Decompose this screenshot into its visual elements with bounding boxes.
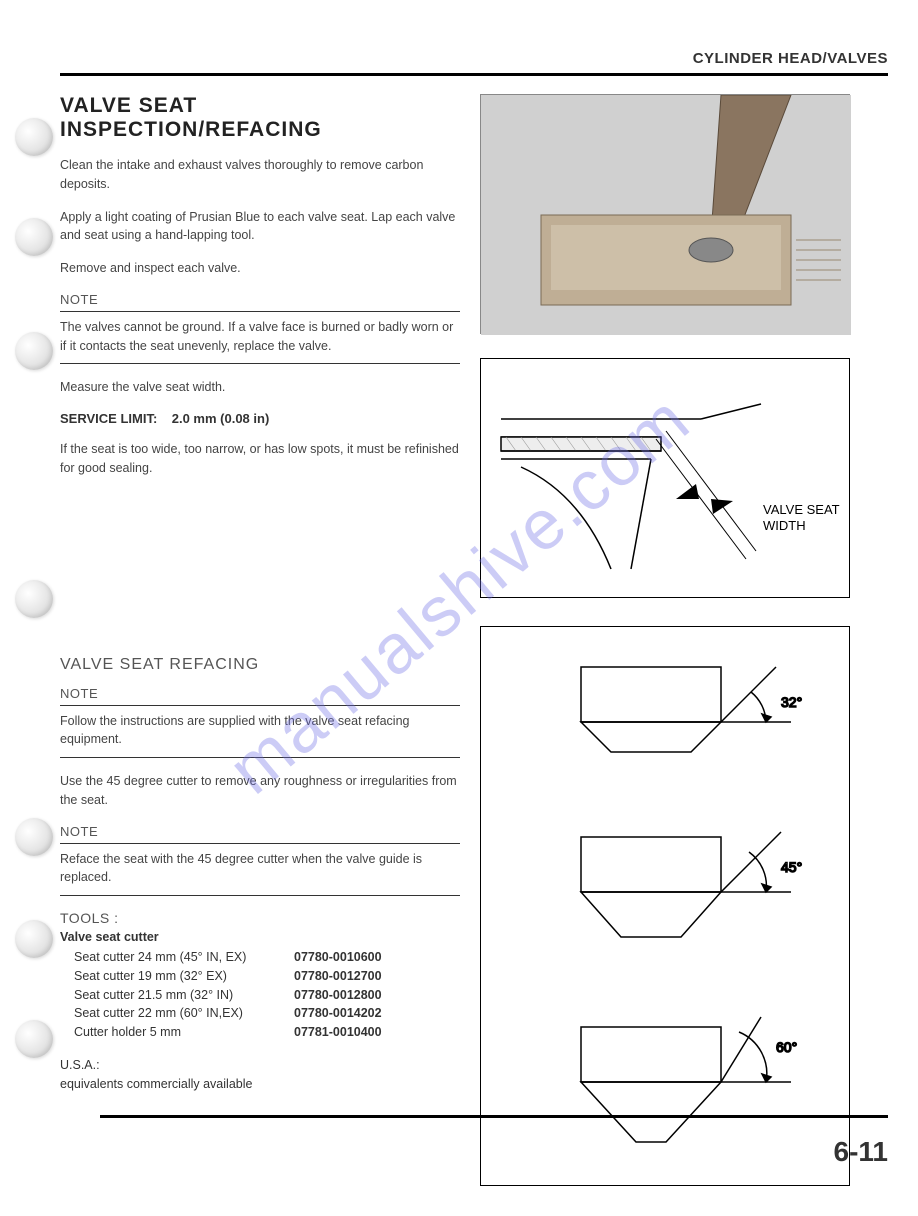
service-limit-value: 2.0 mm (0.08 in) [172,411,270,426]
usa-note: U.S.A.: equivalents commercially availab… [60,1056,460,1094]
tool-number: 07781-0010400 [294,1023,382,1042]
tool-name: Seat cutter 24 mm (45° IN, EX) [74,948,294,967]
tool-name: Cutter holder 5 mm [74,1023,294,1042]
tool-name: Seat cutter 21.5 mm (32° IN) [74,986,294,1005]
tool-row: Seat cutter 22 mm (60° IN,EX)07780-00142… [60,1004,460,1023]
note-label: NOTE [60,292,460,312]
figure-column: VALVE SEATWIDTH 32° [480,94,850,1186]
diagram-cutter-angles: 32° 45° [480,626,850,1186]
note-label: NOTE [60,824,460,844]
paragraph: Clean the intake and exhaust valves thor… [60,156,460,194]
usa-text: equivalents commercially available [60,1075,460,1094]
svg-text:60°: 60° [776,1039,797,1055]
svg-text:32°: 32° [781,694,802,710]
tool-number: 07780-0012800 [294,986,382,1005]
service-limit-label: SERVICE LIMIT: [60,411,157,426]
section-title: VALVE SEAT INSPECTION/REFACING [60,94,460,142]
tool-row: Seat cutter 21.5 mm (32° IN)07780-001280… [60,986,460,1005]
svg-text:45°: 45° [781,859,802,875]
tool-row: Seat cutter 24 mm (45° IN, EX)07780-0010… [60,948,460,967]
subsection-title: VALVE SEAT REFACING [60,656,460,674]
photo-lapping [480,94,850,334]
note-label: NOTE [60,686,460,706]
tools-heading: TOOLS : [60,910,460,926]
tool-name: Seat cutter 19 mm (32° EX) [74,967,294,986]
bottom-rule [100,1115,888,1118]
service-limit: SERVICE LIMIT: 2.0 mm (0.08 in) [60,411,460,426]
note-text: The valves cannot be ground. If a valve … [60,318,460,365]
paragraph: Measure the valve seat width. [60,378,460,397]
tool-row: Seat cutter 19 mm (32° EX)07780-0012700 [60,967,460,986]
paragraph: Remove and inspect each valve. [60,259,460,278]
note-text: Reface the seat with the 45 degree cutte… [60,850,460,897]
paragraph: If the seat is too wide, too narrow, or … [60,440,460,478]
diagram-seat-width: VALVE SEATWIDTH [480,358,850,598]
text-column: VALVE SEAT INSPECTION/REFACING Clean the… [60,94,460,1186]
note-text: Follow the instructions are supplied wit… [60,712,460,759]
page-number: 6-11 [834,1136,889,1168]
page-header: CYLINDER HEAD/VALVES [60,50,888,76]
tool-number: 07780-0014202 [294,1004,382,1023]
tool-number: 07780-0010600 [294,948,382,967]
tool-number: 07780-0012700 [294,967,382,986]
usa-label: U.S.A.: [60,1056,460,1075]
tool-name: Seat cutter 22 mm (60° IN,EX) [74,1004,294,1023]
paragraph: Apply a light coating of Prusian Blue to… [60,208,460,246]
tool-row: Cutter holder 5 mm07781-0010400 [60,1023,460,1042]
tools-subheading: Valve seat cutter [60,930,460,944]
paragraph: Use the 45 degree cutter to remove any r… [60,772,460,810]
tools-list: Seat cutter 24 mm (45° IN, EX)07780-0010… [60,948,460,1042]
diagram-label: VALVE SEATWIDTH [763,502,840,533]
